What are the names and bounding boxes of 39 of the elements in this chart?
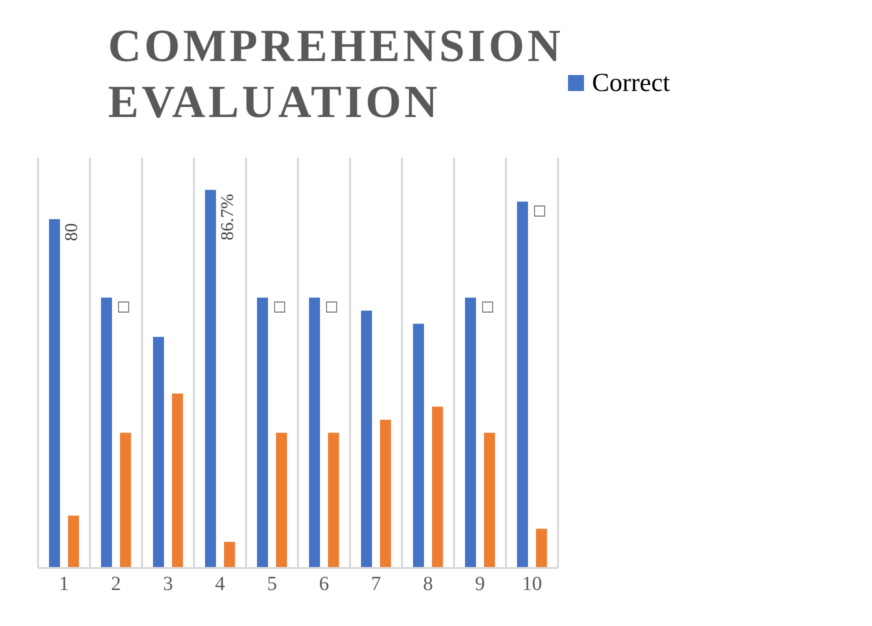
bar xyxy=(309,298,320,568)
bar xyxy=(205,190,216,568)
data-label: □ xyxy=(529,205,549,216)
x-tick-label: 9 xyxy=(475,573,485,596)
data-label: □ xyxy=(269,301,289,312)
bar xyxy=(465,298,476,568)
bar xyxy=(484,432,495,568)
x-tick-label: 2 xyxy=(111,573,121,596)
bar xyxy=(101,298,112,568)
bar xyxy=(517,202,528,568)
bar xyxy=(172,394,183,568)
bar xyxy=(536,528,547,568)
data-label: 80 xyxy=(61,223,81,242)
x-tick-label: 10 xyxy=(522,573,542,596)
data-label: □ xyxy=(113,301,133,312)
bar xyxy=(413,324,424,568)
data-label: □ xyxy=(477,301,497,312)
bar xyxy=(328,432,339,568)
x-tick-label: 8 xyxy=(423,573,433,596)
x-tick-label: 5 xyxy=(267,573,277,596)
x-tick-label: 7 xyxy=(371,573,381,596)
bar xyxy=(153,336,164,568)
bar xyxy=(257,298,268,568)
x-tick-label: 6 xyxy=(319,573,329,596)
bar xyxy=(68,516,79,568)
bar xyxy=(224,542,235,568)
x-tick-label: 3 xyxy=(163,573,173,596)
bar xyxy=(276,432,287,568)
data-label: 86.7% xyxy=(217,194,237,240)
x-tick-label: 1 xyxy=(59,573,69,596)
bar xyxy=(49,219,60,568)
bar xyxy=(361,310,372,568)
x-tick-label: 4 xyxy=(215,573,225,596)
legend-label: Correct xyxy=(592,68,670,98)
data-label: □ xyxy=(321,301,341,312)
bar xyxy=(380,420,391,568)
bar xyxy=(432,406,443,568)
chart-title: COMPREHENSION EVALUATION xyxy=(108,20,564,127)
bar xyxy=(120,432,131,568)
